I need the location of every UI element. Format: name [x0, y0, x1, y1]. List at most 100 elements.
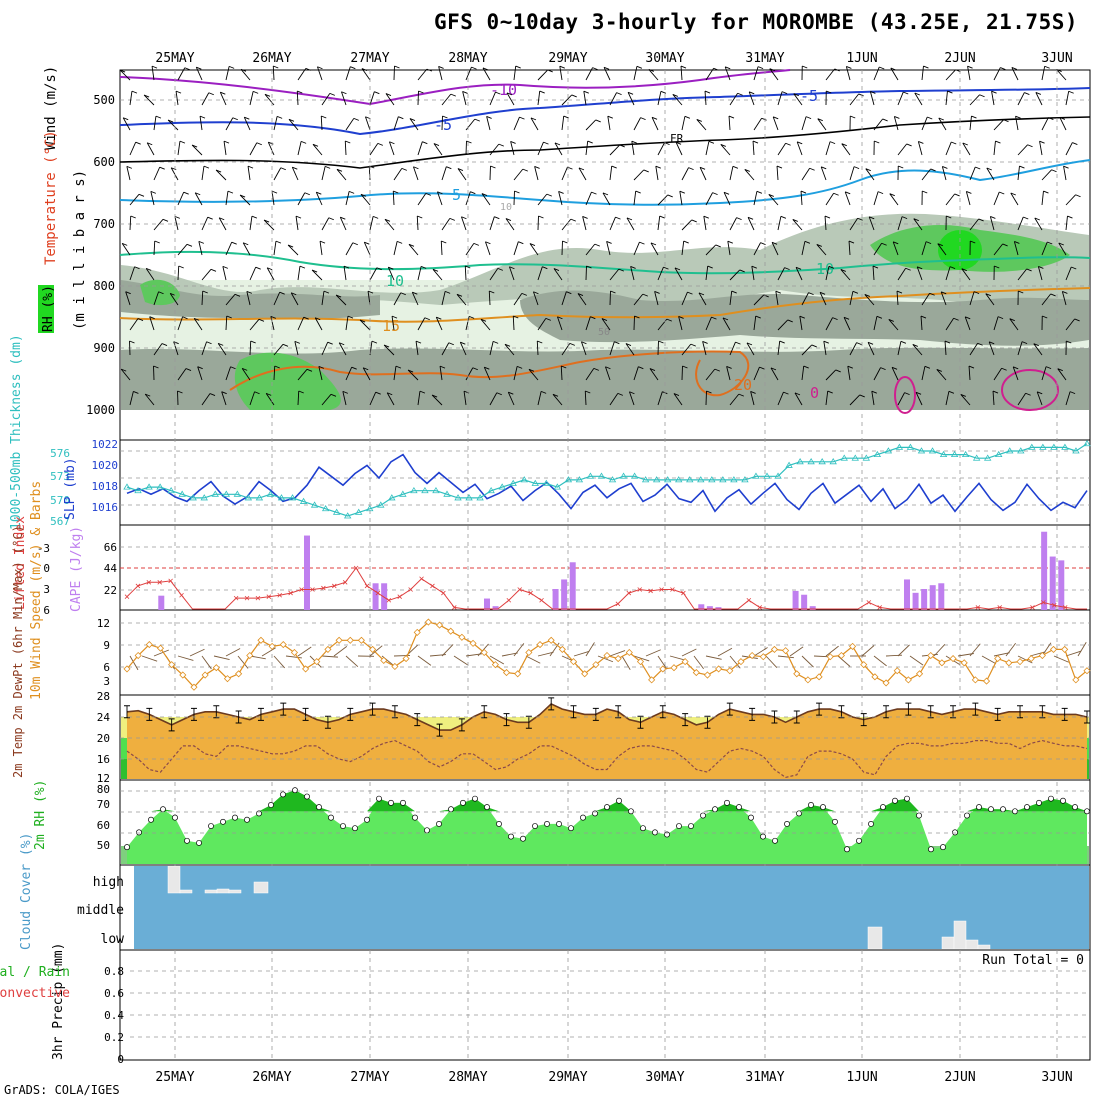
wind-barb-flag: [648, 69, 654, 72]
wind-barb: [801, 366, 805, 381]
wind-barb-flag: [1009, 318, 1015, 322]
wind-barb-10m: [201, 655, 212, 670]
rh2m-marker: [496, 820, 502, 827]
temp-error-bar: [503, 713, 510, 727]
wind-marker: [804, 676, 812, 684]
wind-barb: [291, 167, 299, 181]
lifted-marker: [353, 565, 359, 571]
wind-barb-flag: [342, 390, 349, 394]
wind-barb-flag: [577, 293, 584, 296]
wind-barb: [247, 166, 251, 181]
wind-barb-flag: [923, 65, 929, 69]
wind-barb: [681, 343, 692, 356]
wind-barb-flag: [744, 169, 750, 172]
wind-barb-10m: [609, 650, 626, 657]
wind-barb-flag: [841, 143, 847, 147]
date-label-bottom: 25MAY: [155, 1070, 194, 1085]
wind-barb: [609, 268, 620, 281]
wind-barb-flag: [407, 369, 414, 373]
rh2m-marker: [328, 814, 334, 821]
wind-barb-flag: [300, 140, 307, 144]
thickness-marker: [575, 476, 584, 483]
wind-barb-flag: [295, 215, 302, 219]
cloud-gap-8: [941, 936, 955, 950]
wind-barb-flag: [263, 219, 270, 223]
wind-barb-flag: [456, 293, 463, 297]
wind-barb: [770, 367, 779, 381]
wind-barb-flag: [196, 66, 202, 70]
thickness-marker: [619, 472, 628, 479]
lifted-marker: [321, 585, 326, 591]
wind-barb-flag: [340, 216, 346, 220]
wind-barb-flag: [912, 344, 918, 347]
wind-barb: [129, 142, 137, 156]
wind-barb-flag: [513, 315, 519, 319]
wind-barb: [1041, 241, 1048, 256]
wind-barb: [129, 391, 134, 406]
wind-barb-flag: [578, 167, 585, 171]
cloud-gap-5: [228, 889, 242, 894]
wind-barb-10m: [573, 650, 590, 657]
wind-barb: [578, 167, 587, 181]
wind-barb-flag: [726, 365, 732, 369]
dates-top: 25MAY 26MAY 27MAY 28MAY 29MAY 30MAY 31MAY 1JUN 2…: [155, 51, 1072, 66]
wind-barb-flag: [975, 166, 981, 170]
rh2m-marker: [868, 820, 874, 827]
wind-marker: [369, 645, 377, 654]
wind-barb-flag: [288, 118, 295, 122]
wind-barb-flag: [146, 267, 152, 271]
wind-barb-flag: [554, 142, 561, 146]
wind-barb-flag: [122, 242, 128, 246]
wind-barb: [266, 267, 275, 281]
wind-barb-flag: [817, 118, 823, 122]
wind-barb-flag: [275, 240, 282, 244]
wind-barb-flag: [446, 166, 452, 170]
wind-barb: [219, 92, 227, 106]
wind-barb-flag: [292, 166, 298, 170]
wind-barb: [177, 192, 185, 206]
wind-barb-10m: [585, 642, 595, 657]
wind-barb-flag: [239, 194, 246, 198]
wind-barb-flag: [727, 240, 733, 244]
wind-barb: [481, 193, 491, 206]
wind-barb-flag: [222, 265, 229, 269]
wind-barb-flag: [663, 266, 669, 270]
rh2m-marker: [616, 797, 622, 804]
wind-barb-flag: [1033, 343, 1039, 347]
wind-barb-flag: [856, 342, 862, 346]
wind-barb: [844, 191, 851, 206]
wind-barb: [945, 141, 952, 156]
wind-barb-10m: [753, 647, 768, 657]
wind-barb: [699, 167, 707, 181]
lifted-marker: [506, 597, 512, 603]
wind-barb-flag: [666, 318, 672, 322]
wind-barb: [559, 66, 563, 81]
wind-barb: [849, 291, 854, 306]
wind-barb-flag: [1072, 142, 1078, 145]
wind-barb: [841, 143, 851, 156]
wind-barb-10m: [597, 655, 614, 663]
wind-barb-flag: [505, 218, 512, 221]
wind-barb: [345, 367, 353, 381]
wind-barb-10m: [693, 655, 704, 670]
lifted-marker: [441, 590, 446, 596]
wind-barb: [801, 168, 811, 181]
wind-barb: [360, 193, 371, 206]
wind-barb: [225, 366, 231, 381]
wind-barb-flag: [673, 393, 680, 396]
wind-barb: [225, 117, 234, 131]
wind-barb: [729, 217, 737, 231]
thickness-marker: [840, 454, 848, 461]
wind-barb-flag: [607, 115, 613, 119]
wind-barb: [849, 394, 861, 406]
wind-barb: [633, 293, 644, 306]
wind-barb-flag: [915, 391, 922, 395]
wind-marker: [1027, 654, 1035, 663]
rh2m-marker: [1000, 806, 1006, 813]
wind-barb: [748, 91, 755, 106]
wind-barb-flag: [682, 365, 688, 369]
wind-barb: [873, 316, 878, 331]
wind-barb-flag: [279, 291, 285, 295]
wind-barb: [629, 391, 635, 406]
wind-barb-flag: [482, 67, 489, 71]
